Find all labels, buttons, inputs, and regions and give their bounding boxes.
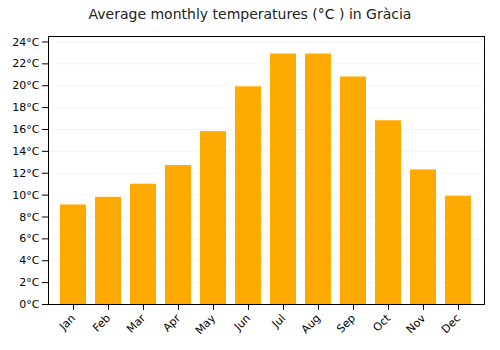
svg-text:6°C: 6°C <box>19 232 39 245</box>
svg-text:14°C: 14°C <box>12 145 39 158</box>
svg-text:Nov: Nov <box>404 311 429 336</box>
svg-text:Aug: Aug <box>299 312 323 336</box>
svg-text:18°C: 18°C <box>12 101 39 114</box>
svg-text:0°C: 0°C <box>19 298 39 311</box>
svg-text:Dec: Dec <box>439 312 463 336</box>
svg-text:10°C: 10°C <box>12 189 39 202</box>
svg-text:May: May <box>193 311 219 337</box>
svg-text:8°C: 8°C <box>19 211 39 224</box>
svg-text:Feb: Feb <box>90 312 113 335</box>
svg-text:Oct: Oct <box>370 311 393 334</box>
svg-text:22°C: 22°C <box>12 57 39 70</box>
html-text:Average monthly temperatures (: Average monthly temperatures (°C ) in Gr… <box>88 6 412 22</box>
svg-text:Jul: Jul <box>269 312 288 331</box>
svg-text:2°C: 2°C <box>19 276 39 289</box>
svg-text:Mar: Mar <box>124 311 148 335</box>
svg-text:20°C: 20°C <box>12 79 39 92</box>
svg-text:Jan: Jan <box>56 312 78 334</box>
svg-text:16°C: 16°C <box>12 123 39 136</box>
svg-text:12°C: 12°C <box>12 167 39 180</box>
svg-text:24°C: 24°C <box>12 35 39 48</box>
svg-text:Sep: Sep <box>334 312 358 336</box>
svg-text:Jun: Jun <box>231 312 253 334</box>
svg-text:Apr: Apr <box>160 311 183 334</box>
svg-text:4°C: 4°C <box>19 254 39 267</box>
